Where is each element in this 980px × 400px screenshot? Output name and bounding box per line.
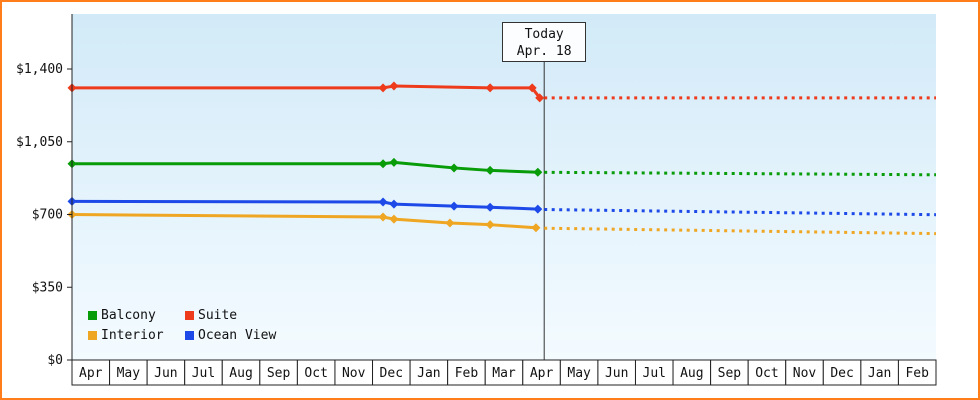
data-point-balcony bbox=[389, 157, 399, 167]
month-label: Jun bbox=[605, 366, 628, 381]
month-cell bbox=[747, 359, 787, 386]
data-point-suite bbox=[389, 81, 399, 91]
y-tick-label: $1,050 bbox=[16, 135, 63, 150]
month-cell bbox=[597, 359, 636, 386]
data-point-balcony bbox=[533, 167, 543, 177]
legend-swatch-ocean-view bbox=[185, 331, 194, 340]
month-label: Dec bbox=[830, 366, 853, 381]
today-annotation: Today Apr. 18 bbox=[502, 22, 587, 62]
data-point-interior bbox=[378, 212, 388, 222]
data-point-suite bbox=[485, 83, 495, 93]
month-label: Aug bbox=[229, 366, 252, 381]
legend-swatch-suite bbox=[185, 311, 194, 320]
month-cell bbox=[822, 359, 862, 386]
month-cell bbox=[447, 359, 486, 386]
y-tick-label: $1,400 bbox=[16, 62, 63, 77]
legend-label-balcony: Balcony bbox=[101, 308, 156, 323]
y-tick-label: $350 bbox=[32, 280, 63, 295]
month-cell bbox=[559, 359, 599, 386]
y-tick-label: $700 bbox=[32, 208, 63, 223]
legend-item-ocean-view: Ocean View bbox=[185, 328, 276, 343]
month-label: Jul bbox=[192, 366, 215, 381]
forecast-line-balcony bbox=[544, 170, 937, 177]
data-point-balcony bbox=[378, 159, 388, 169]
month-label: Oct bbox=[755, 366, 778, 381]
forecast-line-interior bbox=[544, 226, 937, 236]
month-cell bbox=[785, 359, 824, 386]
legend-item-interior: Interior bbox=[88, 328, 185, 343]
today-date: Apr. 18 bbox=[516, 44, 572, 59]
data-point-interior bbox=[485, 220, 495, 230]
month-label: Apr bbox=[79, 366, 103, 381]
today-label: Today bbox=[524, 27, 564, 42]
price-line-balcony bbox=[72, 160, 538, 174]
legend-item-suite: Suite bbox=[185, 308, 276, 323]
data-point-ocean-view bbox=[378, 197, 388, 207]
month-label: Mar bbox=[492, 366, 516, 381]
month-cell bbox=[334, 359, 374, 386]
legend-label-ocean-view: Ocean View bbox=[198, 328, 277, 343]
month-label: Jun bbox=[154, 366, 177, 381]
plot-area bbox=[72, 14, 936, 360]
month-label: Dec bbox=[380, 366, 403, 381]
legend-item-balcony: Balcony bbox=[88, 308, 185, 323]
price-line-interior bbox=[71, 213, 537, 230]
data-point-ocean-view bbox=[449, 201, 459, 211]
price-line-ocean-view bbox=[71, 199, 538, 211]
month-cell bbox=[860, 359, 899, 386]
data-point-ocean-view bbox=[533, 204, 543, 214]
legend-swatch-interior bbox=[88, 331, 97, 340]
y-tick-label: $0 bbox=[47, 353, 63, 368]
data-point-ocean-view bbox=[389, 199, 399, 209]
data-point-suite bbox=[378, 83, 388, 93]
data-point-suite bbox=[527, 83, 537, 93]
month-label: Feb bbox=[455, 366, 479, 381]
month-label: Nov bbox=[793, 366, 817, 381]
legend: Balcony Suite Interior Ocean View bbox=[88, 308, 276, 343]
month-label: Apr bbox=[530, 366, 554, 381]
month-label: May bbox=[117, 366, 141, 381]
month-label: Feb bbox=[905, 366, 929, 381]
month-cell bbox=[109, 359, 148, 386]
month-cell bbox=[71, 359, 111, 386]
month-cell bbox=[484, 359, 524, 386]
month-label: Oct bbox=[304, 366, 327, 381]
month-cell bbox=[184, 359, 223, 386]
month-cell bbox=[372, 359, 411, 386]
month-label: Sep bbox=[267, 366, 291, 381]
month-cell bbox=[897, 359, 937, 386]
data-point-balcony bbox=[485, 165, 495, 175]
data-point-interior bbox=[531, 223, 541, 233]
month-cell bbox=[634, 359, 674, 386]
legend-label-interior: Interior bbox=[101, 328, 164, 343]
data-point-interior bbox=[389, 214, 399, 224]
month-cell bbox=[259, 359, 298, 386]
legend-label-suite: Suite bbox=[198, 308, 238, 323]
month-label: Aug bbox=[680, 366, 703, 381]
forecast-line-ocean-view bbox=[544, 208, 937, 217]
data-point-suite bbox=[535, 93, 545, 103]
data-point-balcony bbox=[449, 163, 459, 173]
month-label: Jul bbox=[643, 366, 666, 381]
month-label: Nov bbox=[342, 366, 366, 381]
data-point-interior bbox=[445, 218, 455, 228]
month-label: Jan bbox=[868, 366, 891, 381]
month-label: Sep bbox=[718, 366, 742, 381]
month-label: May bbox=[567, 366, 591, 381]
data-point-ocean-view bbox=[485, 202, 495, 212]
month-label: Jan bbox=[417, 366, 440, 381]
legend-swatch-balcony bbox=[88, 311, 97, 320]
month-cell bbox=[221, 359, 261, 386]
